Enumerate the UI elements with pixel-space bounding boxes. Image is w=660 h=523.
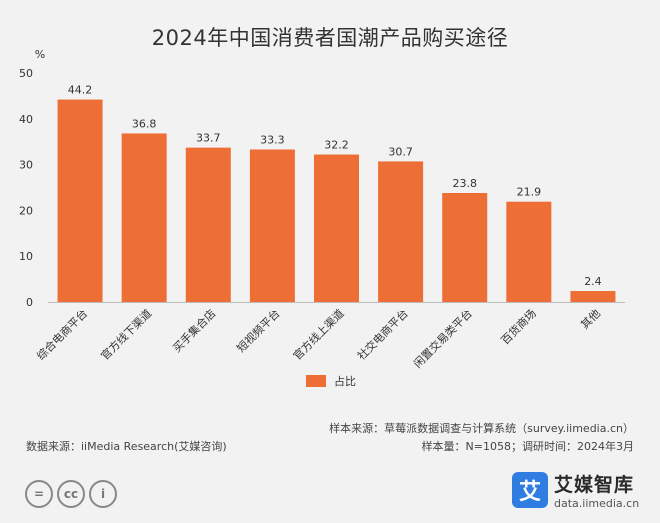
brand: 艾 艾媒智库 data.iimedia.cn: [512, 470, 639, 510]
bar: [57, 99, 103, 303]
creative-commons-badge: = cc i: [25, 480, 117, 508]
chart-title: 2024年中国消费者国潮产品购买途径: [151, 26, 509, 50]
x-tick-label: 买手集合店: [170, 306, 219, 355]
x-tick-label: 综合电商平台: [34, 306, 91, 363]
bar: [249, 149, 295, 302]
y-tick-label: 50: [19, 67, 33, 80]
x-tick-label: 短视频平台: [234, 306, 283, 355]
data-label: 32.2: [324, 139, 349, 152]
bar: [442, 192, 488, 302]
data-label: 21.9: [517, 186, 542, 199]
brand-name: 艾媒智库: [554, 474, 635, 496]
x-tick-label: 官方线上渠道: [290, 306, 347, 363]
cc-attribution-icon: i: [89, 480, 117, 508]
brand-logo-icon: 艾: [512, 472, 548, 508]
x-tick-label: 其他: [578, 307, 603, 332]
legend-swatch: [306, 375, 326, 387]
y-tick-label: 20: [19, 204, 33, 217]
sample-info: 样本量：N=1058；调研时间：2024年3月: [421, 440, 634, 453]
data-label: 30.7: [388, 145, 413, 158]
y-tick-label: 10: [19, 250, 33, 263]
x-tick-label: 闲置交易类平台: [410, 306, 474, 370]
data-label: 33.7: [196, 132, 221, 145]
data-label: 2.4: [584, 275, 602, 288]
bar: [185, 147, 231, 302]
legend-label: 占比: [334, 375, 356, 388]
data-label: 36.8: [132, 117, 157, 130]
x-tick-label: 百货商场: [498, 306, 539, 347]
y-tick-label: 40: [19, 113, 33, 126]
data-source: 数据来源：iiMedia Research(艾媒咨询): [26, 440, 227, 453]
brand-url: data.iimedia.cn: [554, 497, 640, 510]
y-tick-label: 30: [19, 159, 33, 172]
y-tick-label: 0: [26, 296, 33, 309]
sample-source: 样本来源：草莓派数据调查与计算系统（survey.iimedia.cn）: [329, 422, 634, 435]
bar: [121, 133, 167, 302]
cc-equal-icon: =: [25, 480, 53, 508]
y-axis-label: %: [35, 48, 45, 61]
x-tick-label: 官方线下渠道: [98, 306, 155, 363]
bar: [570, 291, 616, 302]
bar: [378, 161, 424, 302]
legend: 占比: [306, 373, 356, 389]
bar: [506, 201, 552, 302]
bar: [314, 154, 359, 302]
data-label: 33.3: [260, 133, 285, 146]
cc-icon: cc: [57, 480, 85, 508]
bar-chart: % 0 10 20 30 40 50 44.2 综合电商平台 36.8 官方线下渠道 33.7 买手集合…: [19, 48, 625, 370]
x-tick-label: 社交电商平台: [354, 306, 411, 363]
data-label: 23.8: [452, 177, 477, 190]
data-label: 44.2: [68, 84, 93, 97]
